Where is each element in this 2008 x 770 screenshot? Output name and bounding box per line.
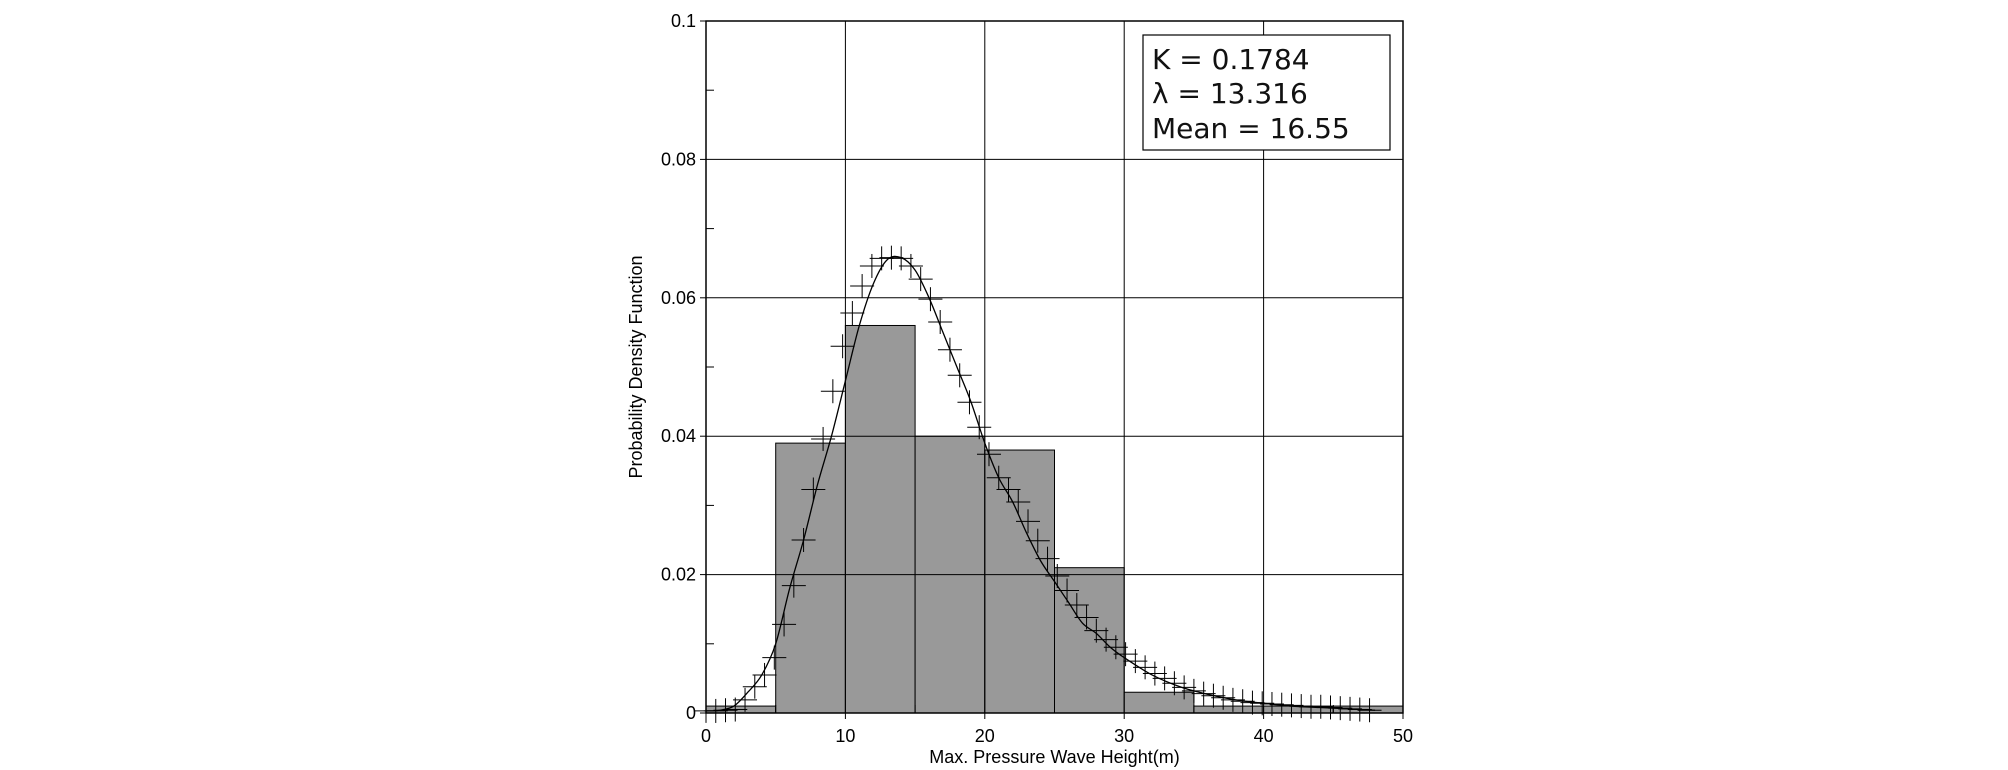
sample-marker — [1123, 649, 1148, 674]
histogram-bar — [1123, 691, 1195, 714]
sample-marker — [791, 528, 816, 552]
sample-marker — [1074, 605, 1099, 630]
sample-marker — [996, 477, 1021, 502]
sample-marker — [1113, 642, 1138, 667]
sample-marker — [1172, 675, 1197, 700]
sample-marker — [713, 698, 738, 723]
sample-marker — [937, 337, 962, 362]
sample-marker — [1357, 698, 1382, 723]
sample-marker — [1328, 696, 1353, 721]
y-tick-label: 0.06 — [661, 288, 696, 308]
sample-marker — [820, 379, 845, 404]
annotation-mean-value: Mean = 16.55 — [1152, 112, 1350, 145]
sample-marker — [1133, 655, 1158, 680]
sample-marker — [918, 287, 943, 312]
sample-marker — [967, 415, 992, 440]
histogram-bar — [775, 442, 846, 714]
histogram-bar — [844, 324, 916, 714]
sample-marker — [1103, 635, 1128, 660]
x-tick-label: 20 — [975, 726, 995, 746]
y-axis-ticks: 0 0.02 0.04 0.06 0.08 0.1 — [661, 11, 706, 723]
sample-marker — [1016, 509, 1041, 534]
annotation-frame — [1142, 34, 1391, 151]
sample-marker — [1259, 692, 1284, 717]
sample-marker — [1269, 692, 1294, 717]
x-axis-ticks: 0 10 20 30 40 50 — [701, 713, 1413, 746]
sample-marker — [752, 662, 777, 687]
sample-marker — [742, 674, 767, 699]
sample-marker — [898, 253, 923, 278]
x-tick-label: 40 — [1254, 726, 1274, 746]
sample-marker — [928, 310, 953, 335]
x-tick-label: 30 — [1114, 726, 1134, 746]
sample-marker — [1045, 563, 1070, 588]
sample-marker — [1347, 697, 1372, 722]
y-axis-title: Probability Density Function — [626, 255, 646, 478]
sample-marker — [957, 390, 982, 415]
y-tick-label: 0.02 — [661, 565, 696, 585]
sample-marker — [762, 645, 787, 670]
sample-marker — [801, 477, 826, 502]
sample-marker — [1230, 689, 1255, 714]
x-tick-label: 10 — [835, 726, 855, 746]
x-axis-title: Max. Pressure Wave Height(m) — [929, 747, 1179, 767]
y-tick-label: 0.08 — [661, 149, 696, 169]
sample-marker — [723, 697, 748, 722]
sample-marker — [1318, 695, 1343, 720]
sample-marker — [811, 426, 836, 451]
annotation-k-value: K = 0.1784 — [1152, 43, 1310, 76]
sample-marker — [733, 687, 758, 712]
sample-marker — [976, 442, 1001, 467]
sample-marker — [1055, 578, 1080, 603]
parameter-annotation-box: K = 0.1784 λ = 13.316 Mean = 16.55 — [1142, 34, 1391, 151]
sample-marker — [1035, 546, 1060, 571]
sample-marker — [986, 465, 1011, 490]
sample-marker — [1289, 694, 1314, 719]
sample-marker — [1220, 687, 1245, 712]
plot-area-frame — [705, 20, 1404, 714]
sample-marker — [1152, 666, 1177, 691]
sample-marker — [1181, 678, 1206, 703]
x-tick-label: 50 — [1393, 726, 1413, 746]
histogram-bar — [1193, 705, 1265, 714]
sample-marker — [1162, 671, 1187, 696]
sample-marker — [703, 698, 728, 723]
annotation-lambda-value: λ = 13.316 — [1152, 77, 1308, 110]
sample-marker — [840, 301, 865, 326]
y-tick-label: 0 — [686, 703, 696, 723]
minor-ticks — [706, 89, 1334, 713]
sample-marker — [781, 573, 806, 598]
sample-marker — [908, 267, 933, 292]
sample-markers — [694, 245, 1382, 723]
grid-lines — [706, 21, 1403, 713]
sample-marker — [1142, 661, 1167, 686]
y-tick-label: 0.1 — [671, 11, 696, 31]
sample-marker — [1338, 696, 1363, 721]
sample-marker — [850, 274, 875, 299]
sample-marker — [1084, 618, 1109, 643]
sample-marker — [1191, 681, 1216, 706]
y-tick-label: 0.04 — [661, 426, 696, 446]
sample-marker — [1064, 593, 1089, 618]
sample-marker — [1250, 691, 1275, 716]
x-tick-label: 0 — [701, 726, 711, 746]
histogram-bar — [1054, 567, 1125, 714]
sample-marker — [1308, 694, 1333, 719]
sample-marker — [772, 612, 797, 637]
sample-marker — [1006, 489, 1031, 514]
sample-marker — [830, 334, 855, 359]
sample-marker — [1211, 685, 1236, 710]
sample-marker — [1240, 690, 1265, 715]
sample-marker — [1279, 693, 1304, 718]
sample-marker — [1201, 683, 1226, 708]
sample-marker — [879, 245, 904, 270]
sample-marker — [947, 363, 972, 388]
sample-marker — [1025, 528, 1050, 553]
